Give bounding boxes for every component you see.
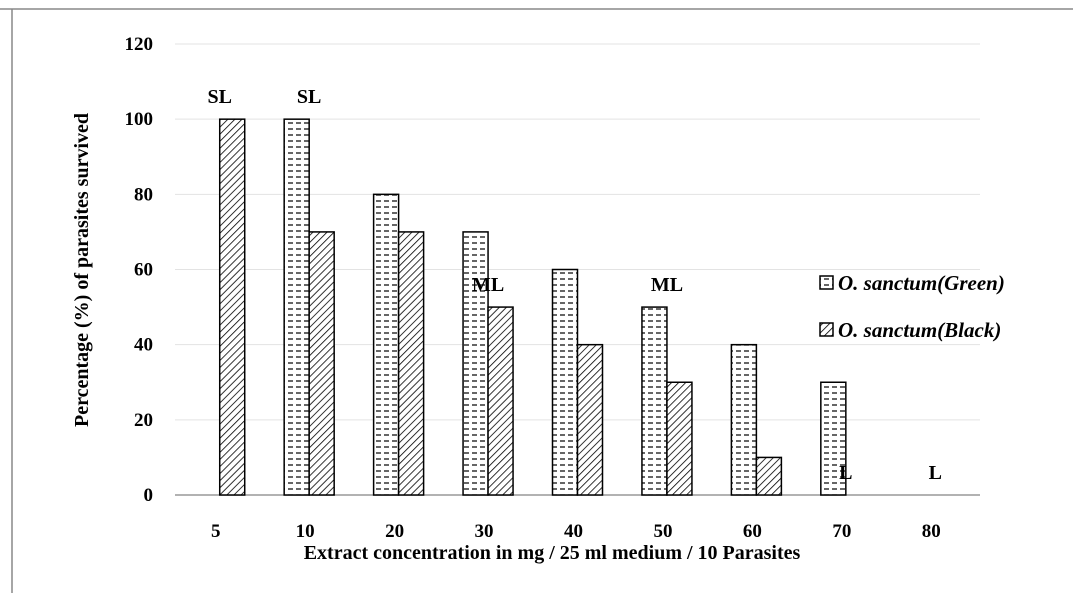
annotation-label: SL: [207, 86, 231, 108]
x-tick-label: 40: [564, 521, 583, 542]
legend-swatch-black: [819, 322, 834, 337]
legend: O. sanctum(Green) O. sanctum(Black): [819, 271, 1005, 342]
bar-black-40: [576, 343, 604, 496]
x-axis-label: Extract concentration in mg / 25 ml medi…: [304, 542, 801, 564]
y-axis: 0 20 40 60 80 100 120: [125, 34, 154, 506]
bar-black-50: [666, 381, 693, 496]
x-axis: 5 10 20 30 40 50 60 70 80: [211, 521, 941, 542]
y-tick-label: 120: [125, 34, 154, 55]
bar-black-60: [755, 456, 783, 496]
x-tick-label: 5: [211, 521, 221, 542]
y-axis-label: Percentage (%) of parasites survived: [71, 113, 93, 427]
x-tick-label: 80: [922, 521, 941, 542]
x-tick-label: 20: [385, 521, 404, 542]
bar-black-30: [487, 306, 514, 496]
bar-green-30: [462, 231, 489, 496]
annotation-label: L: [929, 462, 942, 484]
y-tick-label: 100: [125, 109, 154, 130]
legend-label-green: O. sanctum(Green): [838, 271, 1005, 295]
bar-green-40: [551, 268, 579, 496]
legend-label-black: O. sanctum(Black): [838, 318, 1001, 342]
annotation-label: L: [839, 462, 852, 484]
legend-item-green: O. sanctum(Green): [819, 271, 1005, 295]
bar-green-50: [641, 306, 668, 496]
annotation-label: ML: [651, 274, 683, 296]
bar-green-60: [730, 343, 758, 496]
bar-black-20: [397, 231, 425, 496]
bar-green-10: [283, 118, 310, 496]
bar-green-20: [372, 193, 400, 496]
x-tick-label: 60: [743, 521, 762, 542]
bar-black-10: [308, 231, 335, 496]
x-tick-label: 30: [475, 521, 494, 542]
y-tick-label: 20: [134, 410, 153, 431]
x-tick-label: 70: [832, 521, 851, 542]
annotation-label: ML: [472, 274, 504, 296]
bar-green-70: [820, 381, 847, 496]
y-tick-label: 0: [144, 485, 154, 506]
x-tick-label: 50: [653, 521, 672, 542]
y-tick-label: 60: [134, 260, 153, 281]
bar-black-5: [218, 118, 246, 496]
bars: [218, 118, 847, 496]
y-tick-label: 80: [134, 184, 153, 205]
legend-item-black: O. sanctum(Black): [819, 318, 1001, 342]
annotations: SL SL ML ML L L: [207, 86, 941, 484]
x-tick-label: 10: [296, 521, 315, 542]
legend-swatch-green: [819, 275, 834, 290]
annotation-label: SL: [297, 86, 321, 108]
y-tick-label: 40: [134, 335, 153, 356]
